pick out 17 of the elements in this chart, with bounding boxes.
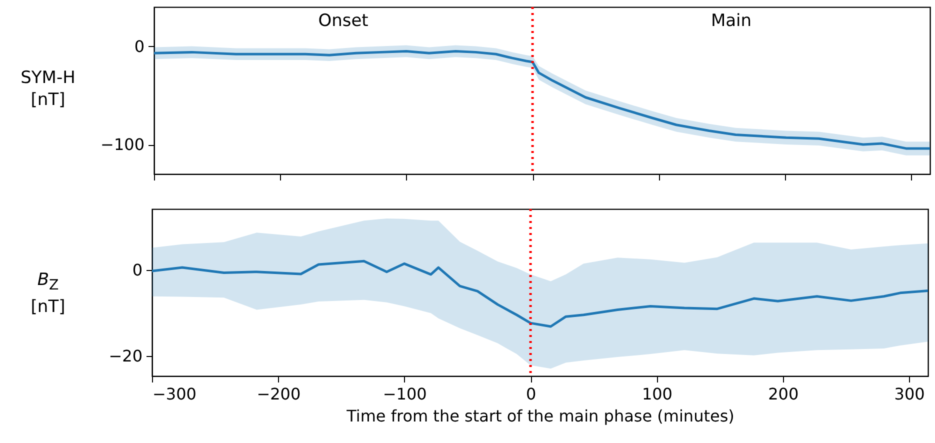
- line-series: [152, 260, 928, 328]
- x-tick-label: 200: [768, 384, 799, 404]
- x-tick-label: 0: [526, 384, 536, 404]
- y-axis-title: SYM-H [nT]: [20, 66, 76, 110]
- y-tick-label: −20: [108, 346, 142, 366]
- x-axis-title: Time from the start of the main phase (minutes): [346, 406, 734, 426]
- x-tick-label: −300: [152, 384, 196, 404]
- annotation: Onset: [318, 11, 369, 31]
- x-tick-label: 100: [642, 384, 672, 404]
- x-tick-label: 300: [894, 384, 925, 404]
- y-tick-label: 0: [132, 260, 142, 280]
- x-tick-label: −100: [382, 384, 427, 404]
- y-tick-label: 0: [134, 36, 144, 56]
- annotation: Main: [710, 11, 752, 31]
- y-axis-title: B$_{Z}$ [nT]: [30, 268, 66, 318]
- y-tick-label: −100: [100, 135, 144, 154]
- x-tick-label: −200: [256, 384, 301, 404]
